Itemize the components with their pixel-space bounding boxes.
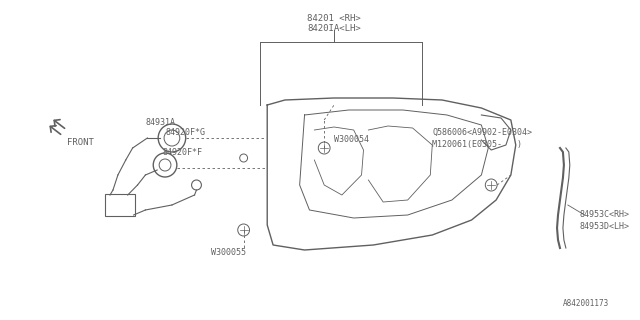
Text: M120061(E0305-   ): M120061(E0305- ) [432,140,522,149]
Text: FRONT: FRONT [67,138,93,147]
Text: 8420IA<LH>: 8420IA<LH> [307,24,361,33]
Text: W300054: W300054 [334,135,369,144]
Text: A842001173: A842001173 [563,299,609,308]
Text: 84931A: 84931A [145,118,175,127]
Text: 84953C<RH>: 84953C<RH> [580,210,630,219]
Text: 84953D<LH>: 84953D<LH> [580,222,630,231]
FancyBboxPatch shape [105,194,134,216]
Text: Q586006<A9902-E0304>: Q586006<A9902-E0304> [432,128,532,137]
Text: 84201 <RH>: 84201 <RH> [307,14,361,23]
Text: 84920F*G: 84920F*G [165,128,205,137]
Text: 84920F*F: 84920F*F [162,148,202,157]
Text: W300055: W300055 [211,248,246,257]
